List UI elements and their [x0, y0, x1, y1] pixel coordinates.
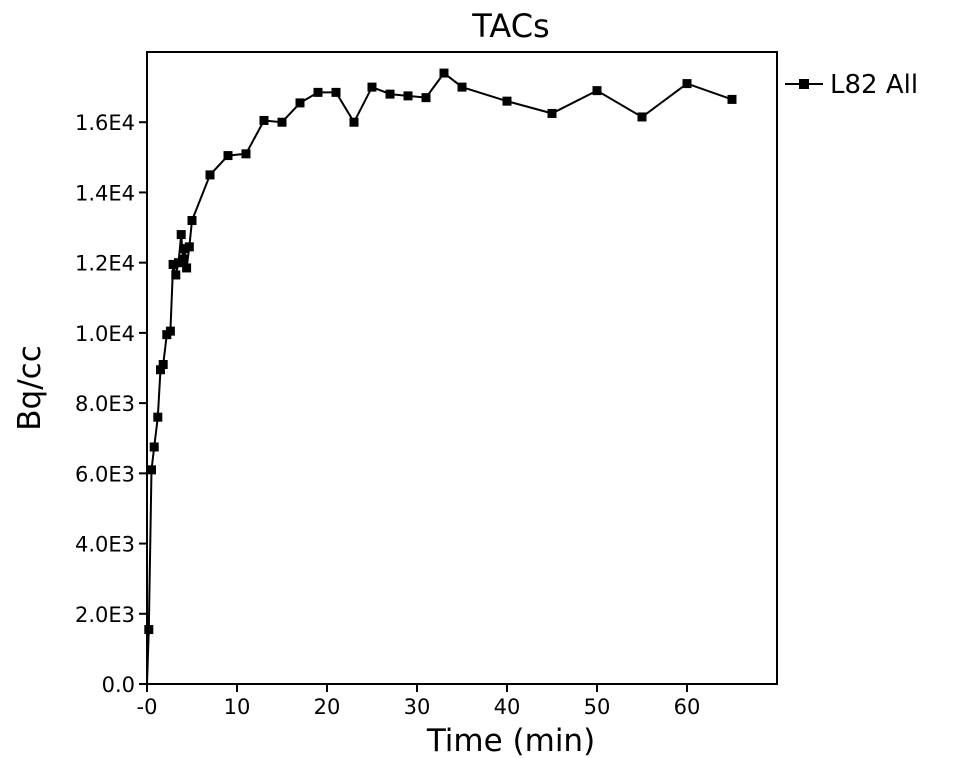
- data-point: [223, 151, 233, 161]
- data-point: [184, 242, 194, 252]
- y-tick-label: 1.6E4: [75, 111, 135, 135]
- legend: L82 All: [785, 70, 918, 100]
- x-tick-label: 10: [224, 695, 251, 719]
- data-point: [547, 108, 557, 118]
- data-point: [165, 326, 175, 336]
- data-point: [313, 87, 323, 97]
- data-point: [727, 94, 737, 104]
- data-point: [241, 149, 251, 159]
- legend-marker: [799, 79, 809, 89]
- data-point: [187, 216, 197, 226]
- data-point: [331, 87, 341, 97]
- data-point: [147, 465, 156, 475]
- data-point: [259, 115, 269, 125]
- x-tick-label: 20: [314, 695, 341, 719]
- data-point: [349, 117, 359, 127]
- x-tick-label: 40: [494, 695, 521, 719]
- data-point: [153, 412, 163, 422]
- series-layer: [144, 68, 737, 685]
- legend-label: L82 All: [830, 70, 918, 100]
- data-point: [158, 359, 168, 369]
- data-point: [176, 230, 186, 240]
- data-point: [592, 86, 602, 96]
- y-tick-label: 1.0E4: [75, 322, 135, 346]
- data-point: [439, 68, 449, 78]
- x-tick-label: 30: [404, 695, 431, 719]
- data-point: [171, 270, 181, 280]
- data-point: [277, 117, 287, 127]
- chart-title: TACs: [471, 7, 549, 45]
- data-point: [367, 82, 377, 92]
- y-tick-label: 8.0E3: [75, 392, 135, 416]
- y-tick-label: 0.0: [102, 673, 135, 697]
- y-tick-label: 4.0E3: [75, 533, 135, 557]
- data-point: [295, 98, 305, 108]
- y-tick-label: 2.0E3: [75, 603, 135, 627]
- data-point: [149, 442, 159, 452]
- data-point: [385, 89, 395, 99]
- data-point: [457, 82, 467, 92]
- x-tick-label: 50: [584, 695, 611, 719]
- plot-area-frame: [146, 51, 778, 685]
- y-tick-label: 1.4E4: [75, 181, 135, 205]
- y-axis: 0.0 2.0E3 4.0E3 6.0E3 8.0E3 1.0E4 1.2E4 1.4E4 1.…: [75, 111, 147, 697]
- y-tick-label: 6.0E3: [75, 462, 135, 486]
- data-point: [682, 79, 692, 89]
- data-point: [144, 625, 154, 635]
- y-axis-label: Bq/cc: [12, 345, 48, 430]
- data-point: [637, 112, 647, 122]
- x-axis-label: Time (min): [426, 723, 595, 758]
- data-point: [168, 259, 178, 269]
- data-point: [205, 170, 215, 180]
- data-point: [178, 254, 188, 264]
- data-point: [502, 96, 512, 106]
- data-point: [421, 93, 431, 103]
- x-axis: -0 10 20 30 40 50 60: [137, 684, 701, 719]
- x-tick-label: -0: [137, 695, 158, 719]
- data-point: [182, 263, 192, 273]
- y-tick-label: 1.2E4: [75, 252, 135, 276]
- data-point: [403, 91, 413, 101]
- data-point: [156, 365, 165, 375]
- series-line: [146, 71, 733, 685]
- x-tick-label: 60: [674, 695, 701, 719]
